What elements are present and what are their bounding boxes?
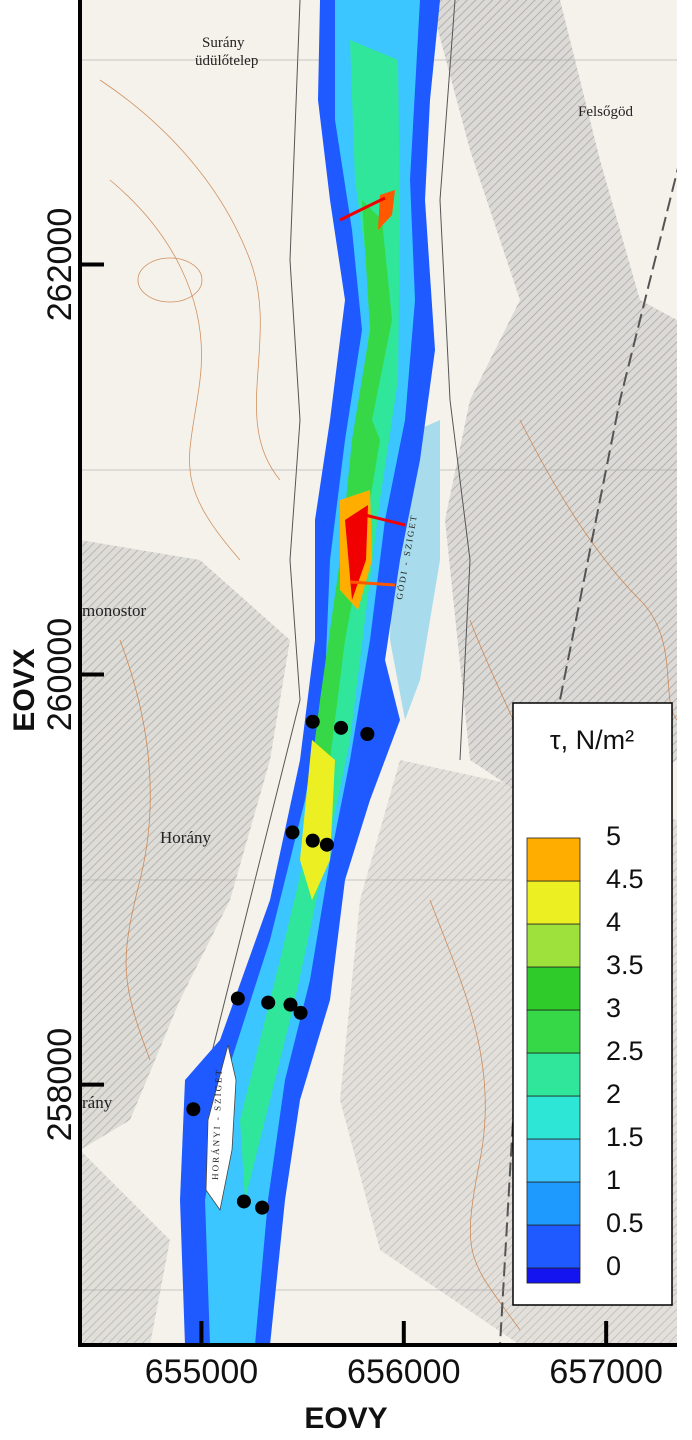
contour: [137, 257, 203, 303]
legend-swatch: [526, 1095, 581, 1140]
legend-swatch: [526, 1052, 581, 1097]
y-tick-label: 258000: [41, 1028, 79, 1141]
legend-swatch: [526, 1181, 581, 1226]
built-area: [430, 0, 677, 820]
built-area: [80, 1150, 170, 1345]
measurement-point: [360, 727, 375, 742]
legend-swatch: [526, 1138, 581, 1183]
legend-label: 1: [606, 1165, 621, 1195]
river-zone: [205, 0, 420, 1345]
legend: τ, N/m² 0 0.5 1 1.5 2 2.5 3 3.5 4 4.5 5: [512, 702, 673, 1306]
contour: [109, 179, 241, 561]
legend-label: 3.5: [606, 950, 644, 980]
measurement-point: [305, 833, 320, 848]
x-axis-title: EOVY: [304, 1402, 387, 1435]
y-tick-label: 260000: [41, 618, 79, 731]
measurement-point: [319, 837, 334, 852]
contour: [519, 419, 677, 721]
road: [209, 0, 301, 1061]
river-zone: [300, 740, 335, 900]
measurement-point: [186, 1102, 201, 1117]
x-tick-label: 655000: [145, 1353, 258, 1391]
river-zone: [345, 505, 368, 600]
legend-label: 3: [606, 993, 621, 1023]
contour: [429, 899, 521, 1331]
legend-title: τ, N/m²: [550, 725, 634, 755]
legend-label: 2.5: [606, 1036, 644, 1066]
legend-label: 5: [606, 821, 621, 851]
x-tick-label: 656000: [347, 1353, 460, 1391]
legend-swatch: [526, 1224, 581, 1269]
groyne: [339, 196, 386, 222]
place-label: Felsőgöd: [578, 104, 634, 120]
x-tick-label: 657000: [549, 1353, 662, 1391]
place-label: monostor: [82, 601, 147, 620]
island-label: HORÁNYI - SZIGET: [210, 1068, 224, 1180]
legend-swatch: [526, 923, 581, 968]
legend-swatch: [526, 1009, 581, 1054]
measurement-point: [334, 720, 349, 735]
legend-swatch: [526, 837, 581, 882]
groyne: [364, 513, 406, 527]
legend-label: 2: [606, 1079, 621, 1109]
measurement-point: [255, 1200, 270, 1215]
legend-label: 4.5: [606, 864, 644, 894]
axes: 655000 656000 657000 258000 260000 262000: [41, 208, 663, 1391]
legend-swatch: [526, 880, 581, 925]
measurement-points: [186, 714, 375, 1215]
place-label: Surány: [202, 35, 245, 51]
measurement-point: [293, 1005, 308, 1020]
river-shear-field: [180, 0, 440, 1345]
place-label: üdülőtelep: [195, 53, 258, 69]
legend-label: 1.5: [606, 1122, 644, 1152]
road: [439, 0, 471, 761]
legend-swatch: [526, 966, 581, 1011]
measurement-point: [305, 714, 320, 729]
groyne: [349, 580, 396, 587]
legend-label: 0: [606, 1251, 621, 1281]
y-axis-title: EOVX: [8, 648, 41, 731]
measurement-point: [261, 995, 276, 1010]
legend-scale: 0 0.5 1 1.5 2 2.5 3 3.5 4 4.5 5: [526, 821, 644, 1284]
place-label: Horány: [160, 828, 211, 847]
measurement-point: [285, 825, 300, 840]
built-area: [80, 540, 290, 1150]
y-tick-label: 262000: [41, 208, 79, 321]
legend-label: 4: [606, 907, 621, 937]
legend-swatch: [526, 1267, 581, 1284]
river-zone: [240, 40, 400, 1200]
legend-label: 0.5: [606, 1208, 644, 1238]
place-label: rány: [82, 1093, 113, 1112]
measurement-point: [283, 997, 298, 1012]
contour: [99, 79, 281, 481]
island: [205, 1044, 237, 1211]
measurement-point: [230, 991, 245, 1006]
measurement-point: [236, 1194, 251, 1209]
